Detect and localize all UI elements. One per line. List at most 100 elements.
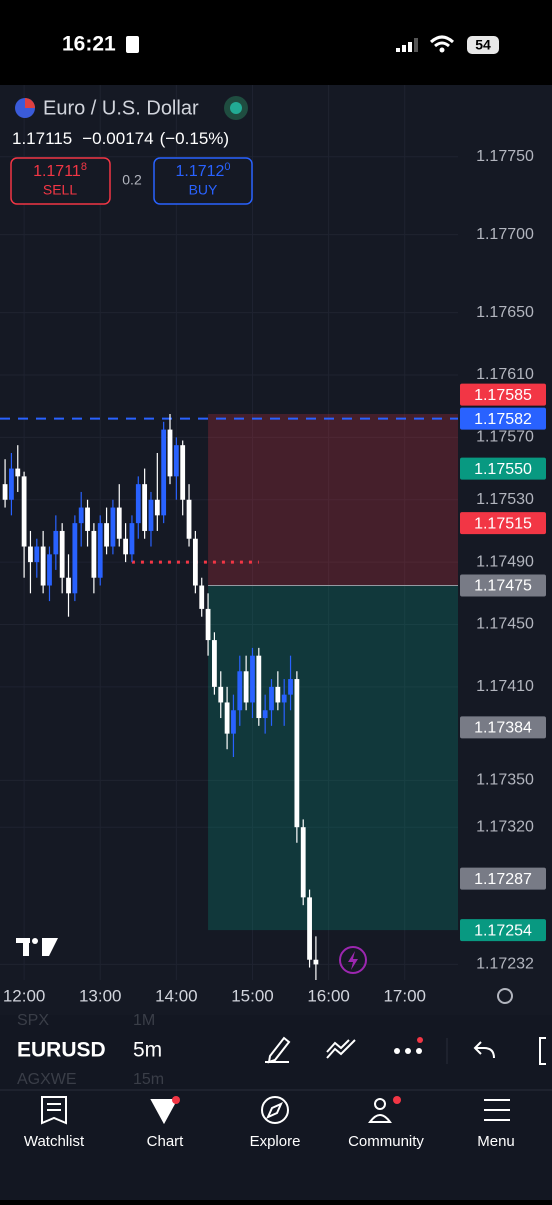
price-badge-label: 1.17475 [474, 578, 532, 595]
chart: 1.177501.177001.176501.176101.175701.175… [0, 85, 546, 1005]
tab-icon [41, 1096, 67, 1125]
candle-body [59, 530, 65, 578]
market-status-dot [230, 102, 242, 114]
price-badge [460, 867, 546, 890]
candle-body [104, 523, 109, 547]
picker-ghost: 15m [133, 1071, 164, 1088]
y-tick-label: 1.17650 [476, 304, 534, 321]
buy-price-main: 1.1712 [175, 163, 224, 180]
y-tick-label: 1.17490 [476, 553, 534, 570]
tab-icon [484, 1099, 510, 1121]
tab-icon [374, 1098, 386, 1110]
candle-body [224, 702, 230, 734]
candle-body [294, 679, 300, 828]
tab-label[interactable]: Chart [147, 1133, 185, 1150]
x-tick-label: 16:00 [307, 986, 350, 1005]
price-badge [460, 512, 546, 535]
tab-icon [150, 1099, 178, 1125]
y-tick-label: 1.17320 [476, 818, 534, 835]
candle-body [135, 484, 141, 524]
focus-icon [126, 36, 139, 53]
toolbar-interval[interactable]: 5m [133, 1039, 162, 1062]
price-badge [460, 574, 546, 597]
fullscreen[interactable] [539, 1037, 546, 1065]
tab-label[interactable]: Watchlist [24, 1133, 85, 1150]
toolbar-symbol[interactable]: EURUSD [17, 1039, 106, 1062]
candle-body [110, 507, 116, 547]
last-price: 1.17115 [12, 129, 72, 148]
candle-body [78, 507, 84, 524]
candle-body [85, 507, 90, 531]
indicators[interactable] [326, 1039, 356, 1059]
sell-button[interactable] [10, 157, 111, 205]
price-badge [460, 457, 546, 480]
bolt [348, 951, 358, 970]
settings[interactable] [497, 988, 513, 1004]
undo[interactable] [473, 1041, 495, 1059]
candle-body [129, 523, 135, 555]
candle-body [53, 530, 59, 555]
x-tick-label: 12:00 [3, 986, 46, 1005]
y-tick-label: 1.17530 [476, 491, 534, 508]
candle-body [28, 546, 33, 563]
tab-label[interactable]: Menu [477, 1133, 515, 1150]
candle-body [186, 499, 192, 539]
candle-body [161, 429, 167, 516]
price-badge [460, 383, 546, 406]
candle-body [173, 445, 179, 477]
status-bar [0, 0, 552, 85]
buy-label: BUY [189, 182, 218, 198]
candle-body [91, 530, 97, 578]
tab-label[interactable]: Community [348, 1133, 424, 1150]
toolbar [0, 1015, 552, 1090]
candle-body [66, 577, 71, 594]
candle-body [269, 686, 274, 711]
battery [467, 36, 499, 54]
candle-body [199, 585, 205, 609]
sell-label: SELL [43, 182, 77, 198]
tab-icon [261, 1096, 289, 1124]
y-tick-label: 1.17450 [476, 616, 534, 633]
more[interactable] [394, 1048, 422, 1054]
buy-button[interactable] [153, 157, 253, 205]
clock: 16:21 [62, 33, 116, 56]
draw-tool[interactable] [265, 1036, 291, 1064]
tab-label[interactable]: Explore [250, 1133, 301, 1150]
candle-body [116, 507, 122, 539]
picker-ghost: AGXWE [17, 1071, 77, 1088]
candle-body [167, 429, 173, 477]
candle-body [142, 484, 148, 531]
candle-body [307, 897, 312, 960]
spread: 0.2 [122, 172, 142, 188]
quick-trade[interactable] [339, 946, 367, 974]
price-badge-label: 1.17585 [474, 387, 532, 404]
candle-body [313, 959, 319, 965]
candle-body [148, 499, 154, 531]
price-badge-label: 1.17515 [474, 515, 532, 532]
candle-body [9, 468, 14, 500]
price-badge-label: 1.17550 [474, 461, 532, 478]
sell-price-main: 1.1711 [33, 163, 81, 180]
candle-body [288, 679, 293, 695]
candle-body [72, 523, 78, 594]
candle-body [262, 710, 268, 719]
candle-body [21, 476, 27, 547]
candle-body [218, 686, 224, 703]
candle-body [231, 710, 236, 734]
price-line: 1.17115 −0.00174 (−0.15%) [12, 129, 229, 148]
price-badge [460, 919, 546, 942]
candle-body [237, 671, 243, 711]
candle-body [97, 523, 103, 578]
y-tick-label: 1.17410 [476, 678, 534, 695]
price-badge-label: 1.17582 [474, 411, 532, 428]
candle-body [243, 671, 249, 703]
y-tick-label: 1.17700 [476, 226, 534, 243]
y-tick-label: 1.17610 [476, 366, 534, 383]
tab-icon [266, 1102, 283, 1119]
x-tick-label: 15:00 [231, 986, 274, 1005]
candle-body [123, 538, 129, 555]
symbol-name[interactable]: Euro / U.S. Dollar [43, 97, 199, 119]
change: −0.00174 [82, 129, 153, 148]
candle-body [2, 484, 8, 500]
